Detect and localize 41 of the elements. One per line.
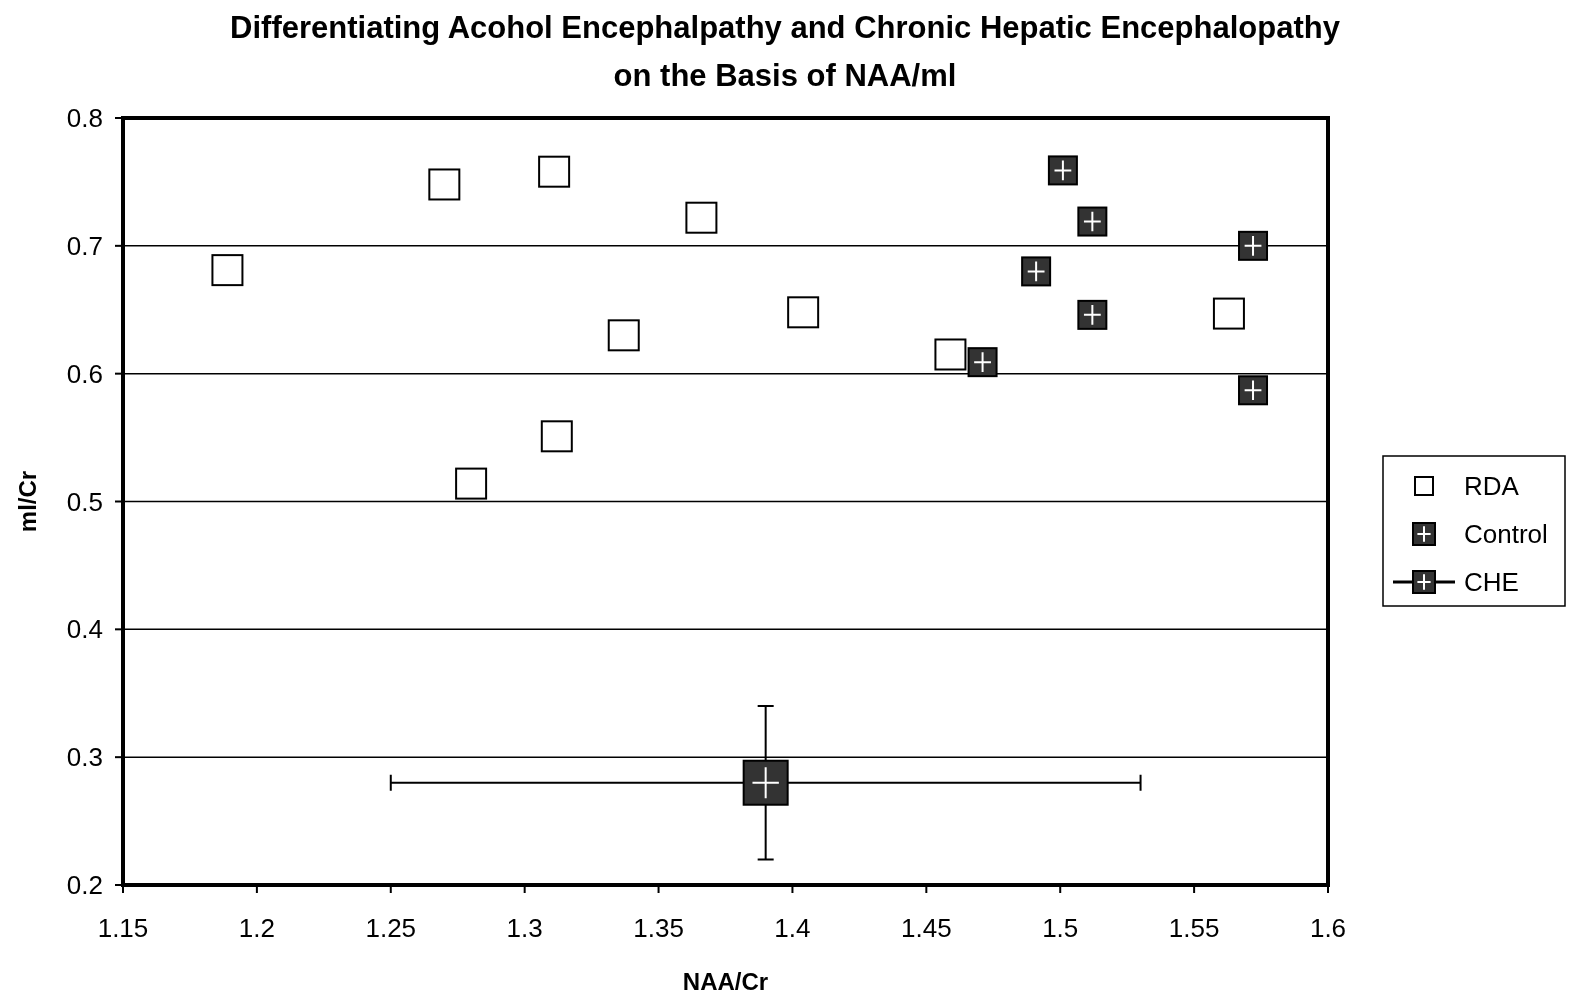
point	[1212, 297, 1245, 330]
point	[538, 155, 571, 188]
point	[742, 759, 789, 806]
y-tick-label: 0.3	[66, 742, 103, 773]
point	[934, 338, 967, 371]
point	[211, 254, 244, 287]
point	[1238, 375, 1269, 406]
point	[455, 467, 488, 500]
y-tick-label: 0.6	[66, 358, 103, 389]
point	[787, 296, 820, 329]
point	[1021, 256, 1052, 287]
legend-label: CHE	[1464, 567, 1519, 597]
point	[428, 168, 461, 201]
x-tick-label: 1.35	[633, 913, 684, 943]
x-tick-label: 1.4	[774, 913, 811, 943]
point	[967, 347, 998, 378]
x-tick-label: 1.3	[506, 913, 543, 943]
x-tick-label: 1.6	[1309, 913, 1347, 943]
y-tick-label: 0.7	[66, 230, 103, 261]
x-tick-label: 1.5	[1042, 913, 1079, 943]
x-tick-label: 1.2	[238, 913, 275, 943]
legend-label: Control	[1464, 519, 1548, 549]
x-tick-label: 1.15	[97, 913, 149, 943]
point	[1238, 230, 1269, 261]
x-tick-label: 1.55	[1168, 913, 1220, 943]
x-tick-label: 1.45	[901, 913, 952, 943]
x-tick-label: 1.25	[365, 913, 417, 943]
y-tick-label: 0.2	[66, 870, 103, 900]
x-axis-title: NAA/Cr	[682, 968, 769, 995]
point	[540, 420, 573, 453]
legend-label: RDA	[1464, 471, 1520, 501]
point	[1047, 155, 1078, 186]
chart-title: Differentiating Acohol Encephalpathy and Chronic Hepatic Encephalopathy on the Basis of NAA/ml	[230, 10, 1341, 93]
y-tick-label: 0.5	[66, 486, 103, 517]
point	[685, 201, 718, 234]
y-tick-label: 0.8	[66, 103, 103, 133]
point	[607, 319, 640, 352]
y-axis-title: ml/Cr	[14, 470, 41, 533]
point	[1077, 299, 1108, 330]
point	[1077, 206, 1108, 237]
y-tick-label: 0.4	[66, 614, 103, 645]
